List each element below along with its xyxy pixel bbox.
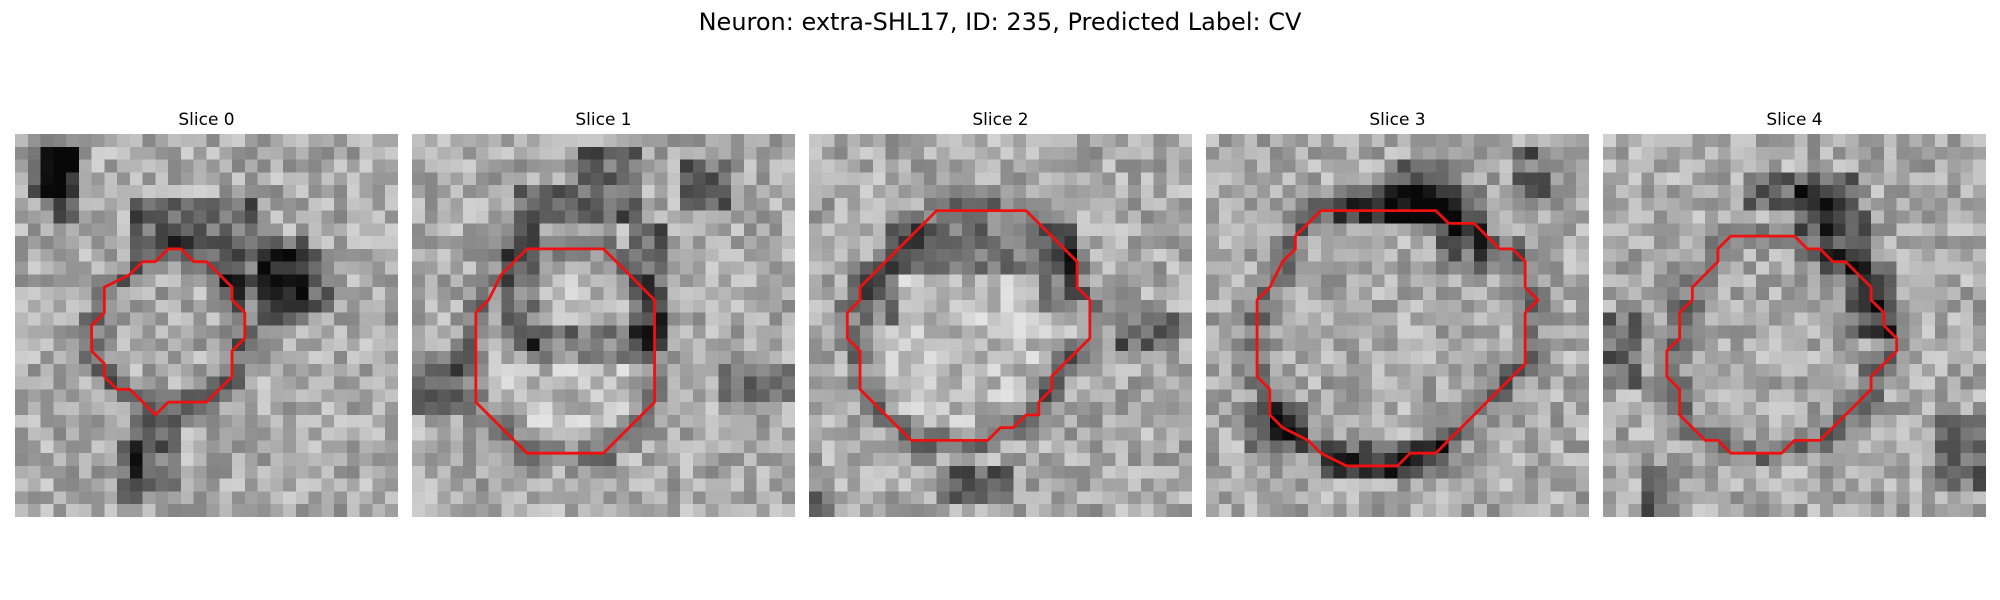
neuron-contour	[1255, 209, 1540, 468]
figure-title: Neuron: extra-SHL17, ID: 235, Predicted …	[698, 8, 1302, 36]
neuron-contour	[90, 247, 247, 417]
slice-image	[1603, 134, 1986, 517]
neuron-contour	[845, 209, 1092, 442]
neuron-contour	[1665, 234, 1899, 455]
slice-image	[15, 134, 398, 517]
slice-title: Slice 0	[178, 110, 235, 130]
neuron-contour	[474, 247, 656, 455]
slice-image	[809, 134, 1192, 517]
slice-title: Slice 1	[575, 110, 632, 130]
slice-title: Slice 3	[1369, 110, 1426, 130]
slice-title: Slice 2	[972, 110, 1029, 130]
slice-title: Slice 4	[1766, 110, 1823, 130]
slice-image	[1206, 134, 1589, 517]
slice-image	[412, 134, 795, 517]
